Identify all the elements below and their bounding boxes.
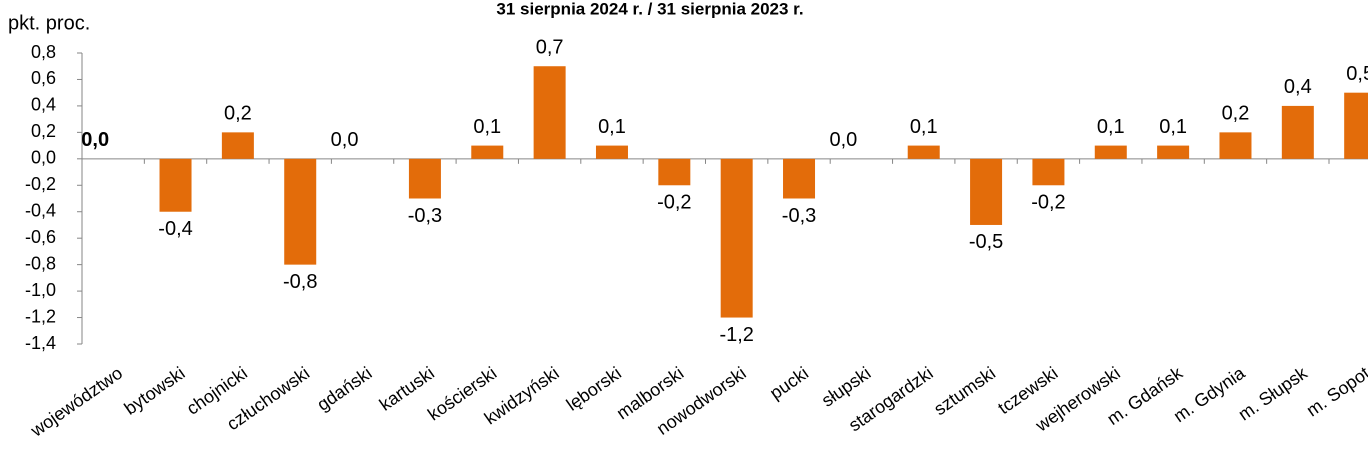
bar <box>1094 145 1127 159</box>
value-label: -0,3 <box>782 205 816 227</box>
value-label: 0,1 <box>1097 116 1125 138</box>
value-label: 0,4 <box>1284 76 1312 98</box>
bar <box>1032 158 1065 186</box>
value-label: 0,5 <box>1346 63 1368 85</box>
bar <box>970 158 1003 225</box>
bar <box>1219 132 1252 159</box>
value-label: 0,0 <box>81 129 109 151</box>
value-label: 0,0 <box>331 129 359 151</box>
y-tick-label: 0,6 <box>31 68 56 88</box>
y-tick-label: -1,2 <box>25 306 56 326</box>
y-axis-label: pkt. proc. <box>8 12 90 34</box>
y-tick-label: -0,2 <box>25 174 56 194</box>
value-label: -0,5 <box>969 231 1003 253</box>
y-tick-label: -1,4 <box>25 333 56 353</box>
x-tick-label: m. Słupsk <box>1235 362 1312 424</box>
bar <box>284 158 317 265</box>
value-label: 0,7 <box>536 37 564 59</box>
bar <box>1344 92 1368 159</box>
x-tick-label: m. Sopot <box>1303 363 1368 421</box>
value-label: 0,1 <box>473 116 501 138</box>
y-tick-label: 0,4 <box>31 95 56 115</box>
y-tick-label: 0,2 <box>31 121 56 141</box>
y-tick-label: 0,0 <box>31 148 56 168</box>
value-label: -0,3 <box>408 205 442 227</box>
value-label: 0,1 <box>598 116 626 138</box>
value-label: -0,4 <box>158 218 192 240</box>
x-tick-label: m. Gdynia <box>1170 362 1249 426</box>
bar <box>907 145 940 159</box>
value-label: 0,2 <box>1222 103 1250 125</box>
bar <box>533 66 566 159</box>
value-label: 0,0 <box>829 129 857 151</box>
value-label: -0,2 <box>657 192 691 214</box>
x-tick-label: sztumski <box>930 363 999 420</box>
bar <box>1157 145 1190 159</box>
x-tick-label: województwo <box>26 363 126 441</box>
bar <box>1281 105 1314 159</box>
bar <box>658 158 691 186</box>
value-label: -0,2 <box>1031 192 1065 214</box>
x-tick-label: pucki <box>766 363 812 403</box>
bar <box>408 158 441 199</box>
bar <box>783 158 816 199</box>
bar <box>471 145 504 159</box>
y-tick-label: -1,0 <box>25 280 56 300</box>
chart-title: 31 sierpnia 2024 r. / 31 sierpnia 2023 r… <box>496 0 803 18</box>
y-tick-label: -0,4 <box>25 200 56 220</box>
value-label: -1,2 <box>719 324 753 346</box>
bar <box>159 158 192 212</box>
bar <box>595 145 628 159</box>
y-tick-label: 0,8 <box>31 42 56 62</box>
bar <box>720 158 753 318</box>
y-tick-label: -0,6 <box>25 227 56 247</box>
x-tick-label: gdański <box>313 363 375 415</box>
x-tick-label: bytowski <box>121 363 189 419</box>
value-label: 0,2 <box>224 103 252 125</box>
y-tick-label: -0,8 <box>25 253 56 273</box>
value-label: 0,1 <box>1159 116 1187 138</box>
bar <box>221 132 254 159</box>
value-label: -0,8 <box>283 271 317 293</box>
value-label: 0,1 <box>910 116 938 138</box>
